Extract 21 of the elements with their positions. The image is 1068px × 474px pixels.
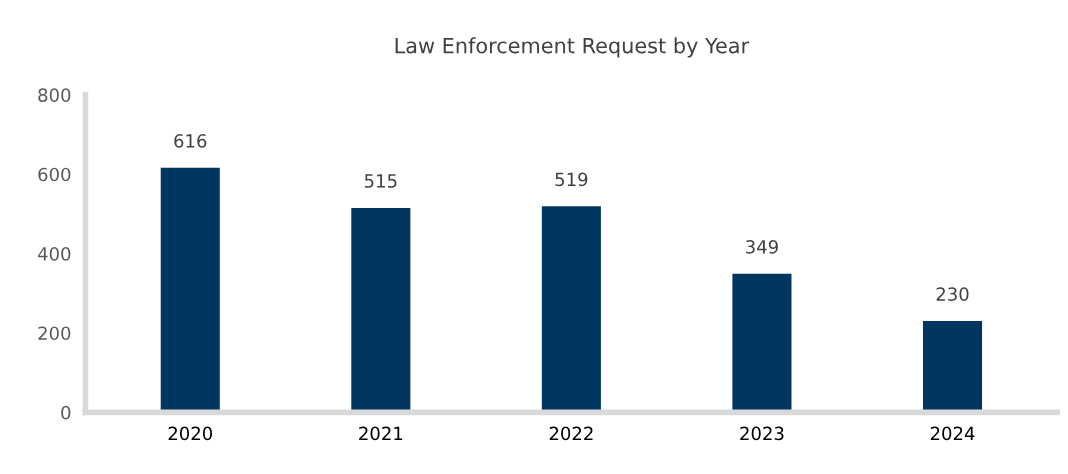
- bar: [732, 273, 792, 413]
- y-tick-label: 800: [38, 88, 71, 102]
- data-label: 616: [174, 134, 207, 148]
- x-tick-label: 2023: [740, 426, 784, 441]
- bar: [541, 206, 601, 413]
- y-tick-label: 0: [61, 405, 71, 420]
- y-tick-label: 200: [38, 326, 71, 341]
- data-label: 519: [555, 172, 588, 187]
- bar: [160, 167, 220, 413]
- y-tick-label: 400: [37, 247, 71, 261]
- x-tick-label: 2021: [359, 426, 403, 441]
- y-tick-label: 600: [38, 167, 71, 182]
- chart-title: Law Enforcement Request by Year: [395, 37, 750, 58]
- x-tick-label: 2022: [549, 426, 593, 441]
- data-label: 230: [936, 287, 969, 301]
- data-label: 515: [364, 174, 397, 188]
- x-tick-label: 2020: [168, 426, 213, 441]
- data-label: 349: [746, 240, 778, 254]
- bar: [922, 321, 983, 413]
- bar: [351, 207, 411, 413]
- x-tick-label: 2024: [930, 426, 975, 441]
